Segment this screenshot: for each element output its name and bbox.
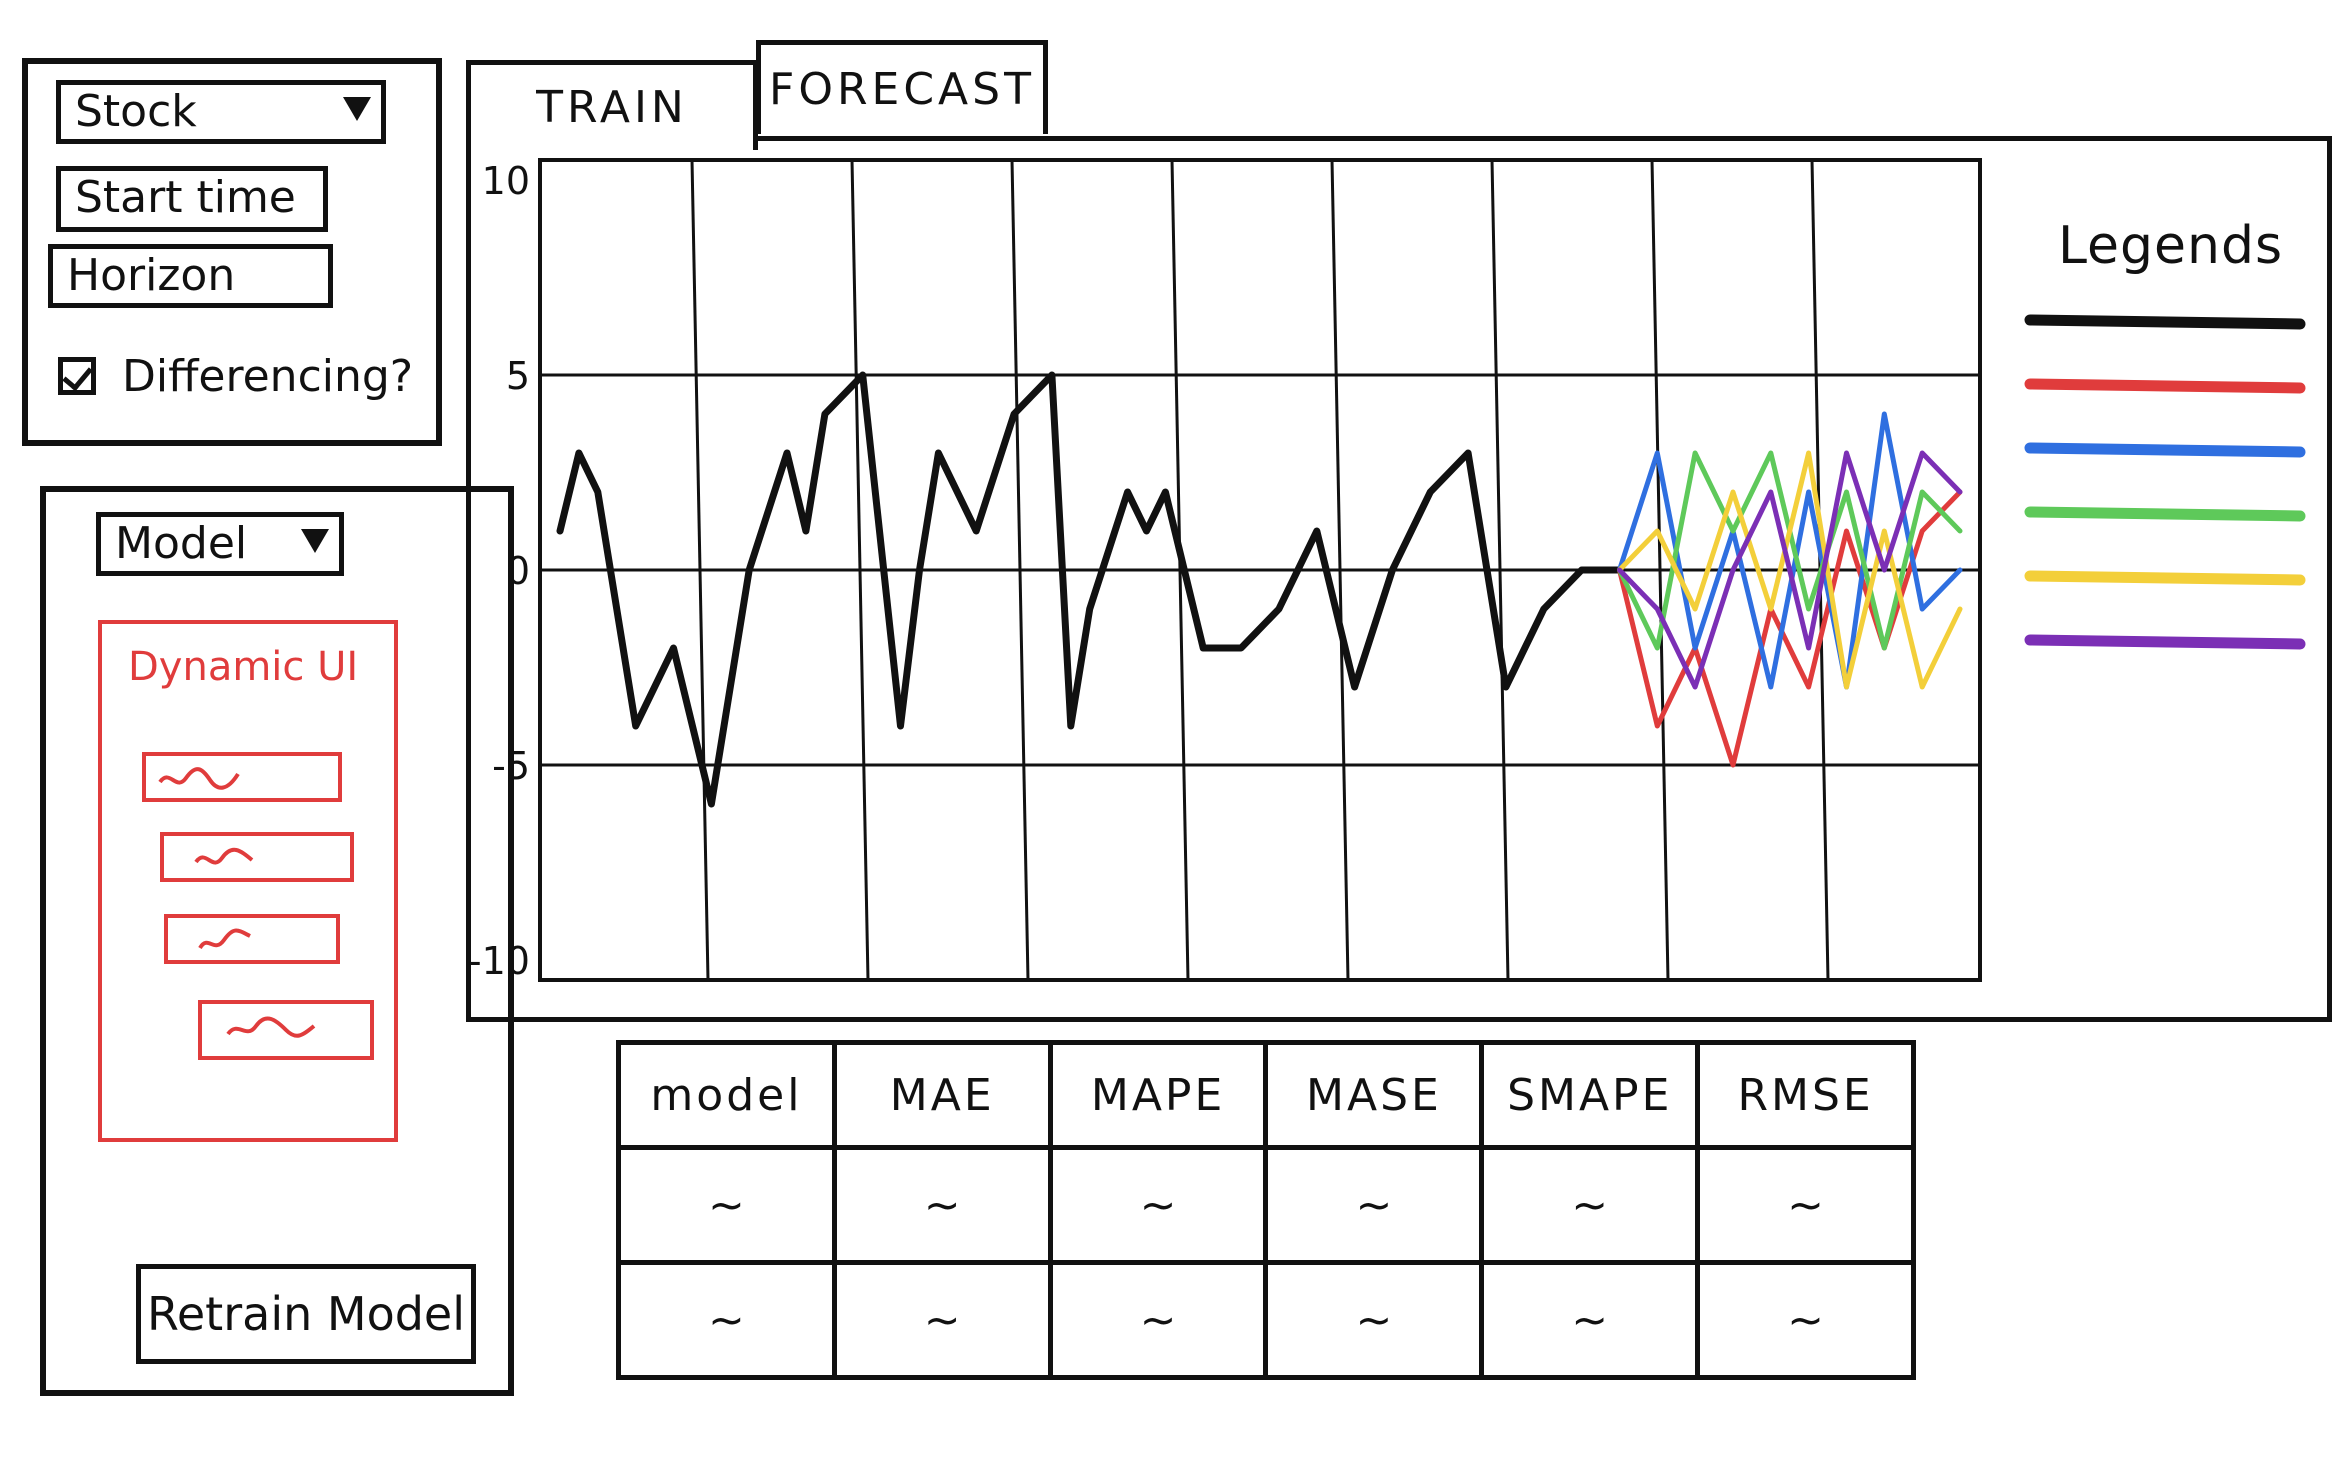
table-cell: ~ bbox=[1047, 1145, 1269, 1265]
model-select-value: Model bbox=[115, 518, 248, 569]
y-tick-label: 0 bbox=[506, 549, 530, 593]
table-cell: ~ bbox=[1047, 1260, 1269, 1380]
series-line bbox=[1617, 450, 1963, 690]
placeholder-squiggle-icon bbox=[226, 1016, 316, 1038]
metrics-table: model MAE MAPE MASE SMAPE RMSE ~ ~ ~ ~ ~… bbox=[616, 1040, 1916, 1380]
dynamic-ui-title: Dynamic UI bbox=[128, 644, 359, 690]
model-select[interactable]: Model bbox=[96, 512, 344, 576]
retrain-model-button[interactable]: Retrain Model bbox=[136, 1264, 476, 1364]
y-tick-label: 5 bbox=[506, 354, 530, 398]
chevron-down-icon bbox=[343, 97, 371, 121]
dynamic-ui-section: Dynamic UI bbox=[98, 620, 398, 1142]
stock-select-value: Stock bbox=[75, 86, 197, 137]
legend-swatch bbox=[2024, 442, 2306, 458]
series-line bbox=[1617, 450, 1963, 690]
legend-swatch bbox=[2024, 506, 2306, 522]
stock-select[interactable]: Stock bbox=[56, 80, 386, 144]
model-settings-panel: Model Dynamic UI Retrain Model bbox=[40, 486, 514, 1396]
table-cell: ~ bbox=[1479, 1145, 1701, 1265]
chevron-down-icon bbox=[301, 529, 329, 553]
differencing-label: Differencing? bbox=[122, 350, 414, 402]
y-tick-label: -10 bbox=[468, 939, 530, 983]
legend-title: Legends bbox=[2058, 216, 2284, 276]
tab-train[interactable]: TRAIN bbox=[466, 60, 758, 150]
column-header-mape: MAPE bbox=[1047, 1040, 1269, 1150]
legend-swatch bbox=[2024, 314, 2306, 330]
table-cell: ~ bbox=[1263, 1260, 1485, 1380]
dynamic-param-field[interactable] bbox=[160, 832, 354, 882]
horizon-value: Horizon bbox=[67, 250, 236, 301]
column-header-mase: MASE bbox=[1263, 1040, 1485, 1150]
table-cell: ~ bbox=[1695, 1260, 1916, 1380]
dynamic-param-field[interactable] bbox=[142, 752, 342, 802]
placeholder-squiggle-icon bbox=[158, 767, 240, 790]
differencing-option: Differencing? bbox=[58, 346, 413, 406]
chart-panel bbox=[466, 136, 2332, 1022]
table-row: ~ ~ ~ ~ ~ ~ bbox=[616, 1260, 1916, 1380]
legend-swatch bbox=[2024, 378, 2306, 394]
differencing-checkbox[interactable] bbox=[58, 357, 96, 395]
placeholder-squiggle-icon bbox=[198, 928, 251, 950]
horizon-input[interactable]: Horizon bbox=[48, 244, 333, 308]
tab-forecast[interactable]: FORECAST bbox=[756, 40, 1048, 134]
table-cell: ~ bbox=[1479, 1260, 1701, 1380]
dynamic-param-field[interactable] bbox=[198, 1000, 374, 1060]
series-line bbox=[1617, 450, 1963, 651]
table-cell: ~ bbox=[1695, 1145, 1916, 1265]
legend-swatch bbox=[2024, 570, 2306, 586]
table-cell: ~ bbox=[616, 1260, 837, 1380]
column-header-smape: SMAPE bbox=[1479, 1040, 1701, 1150]
column-header-model: model bbox=[616, 1040, 837, 1150]
y-tick-label: -5 bbox=[492, 744, 530, 788]
start-time-value: Start time bbox=[75, 172, 296, 223]
series-line bbox=[1617, 489, 1963, 768]
y-tick-label: 10 bbox=[482, 159, 530, 203]
forecast-chart: 10 5 0 -5 -10 bbox=[468, 158, 2306, 983]
table-cell: ~ bbox=[831, 1260, 1053, 1380]
table-cell: ~ bbox=[831, 1145, 1053, 1265]
column-header-mae: MAE bbox=[831, 1040, 1053, 1150]
column-header-rmse: RMSE bbox=[1695, 1040, 1916, 1150]
dynamic-param-field[interactable] bbox=[164, 914, 340, 964]
table-cell: ~ bbox=[1263, 1145, 1485, 1265]
data-settings-panel: Stock Start time Horizon Differencing? bbox=[22, 58, 442, 446]
legend-swatch bbox=[2024, 634, 2306, 650]
table-row: ~ ~ ~ ~ ~ ~ bbox=[616, 1145, 1916, 1265]
series-line bbox=[556, 371, 1623, 808]
table-cell: ~ bbox=[616, 1145, 837, 1265]
start-time-input[interactable]: Start time bbox=[56, 166, 328, 232]
placeholder-squiggle-icon bbox=[194, 847, 254, 865]
table-header-row: model MAE MAPE MASE SMAPE RMSE bbox=[616, 1040, 1916, 1150]
